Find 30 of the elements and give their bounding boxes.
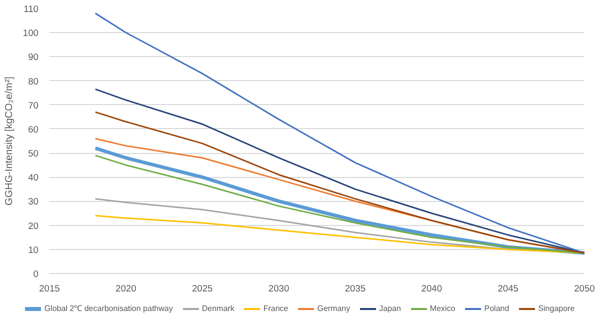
y-tick-label: 50 (28, 148, 39, 159)
legend-label: Singapore (537, 304, 575, 313)
legend-label: France (262, 304, 288, 313)
y-tick-label: 20 (28, 220, 39, 231)
legend-label: Japan (378, 304, 401, 313)
legend-label: Mexico (428, 304, 456, 313)
y-axis-title: GGHG-Intensity [kgCO₂e/m²] (4, 76, 15, 206)
y-tick-label: 80 (28, 76, 39, 86)
x-tick-label: 2025 (192, 284, 213, 294)
legend-label: Poland (483, 304, 510, 313)
y-tick-label: 110 (24, 4, 39, 14)
x-tick-label: 2040 (421, 284, 442, 294)
x-tick-label: 2035 (344, 284, 366, 294)
legend-label: Denmark (200, 304, 234, 313)
y-tick-label: 60 (28, 124, 39, 134)
y-tick-label: 100 (22, 28, 39, 38)
y-tick-label: 30 (28, 196, 39, 207)
x-tick-label: 2030 (268, 284, 290, 294)
y-tick-label: 10 (28, 244, 39, 255)
y-tick-label: 0 (33, 269, 39, 279)
y-tick-label: 70 (28, 100, 39, 110)
line-series (94, 12, 584, 254)
x-tick-label: 2015 (39, 284, 60, 294)
y-tick-label: 40 (28, 172, 39, 183)
legend-label: Global 2℃ decarbonisation pathway (43, 304, 173, 313)
y-tick-label: 90 (28, 52, 39, 62)
legend-label: Germany (316, 304, 350, 313)
x-tick-label: 2020 (116, 284, 136, 294)
x-tick-label: 2050 (574, 284, 595, 294)
x-tick-label: 2045 (498, 284, 518, 294)
